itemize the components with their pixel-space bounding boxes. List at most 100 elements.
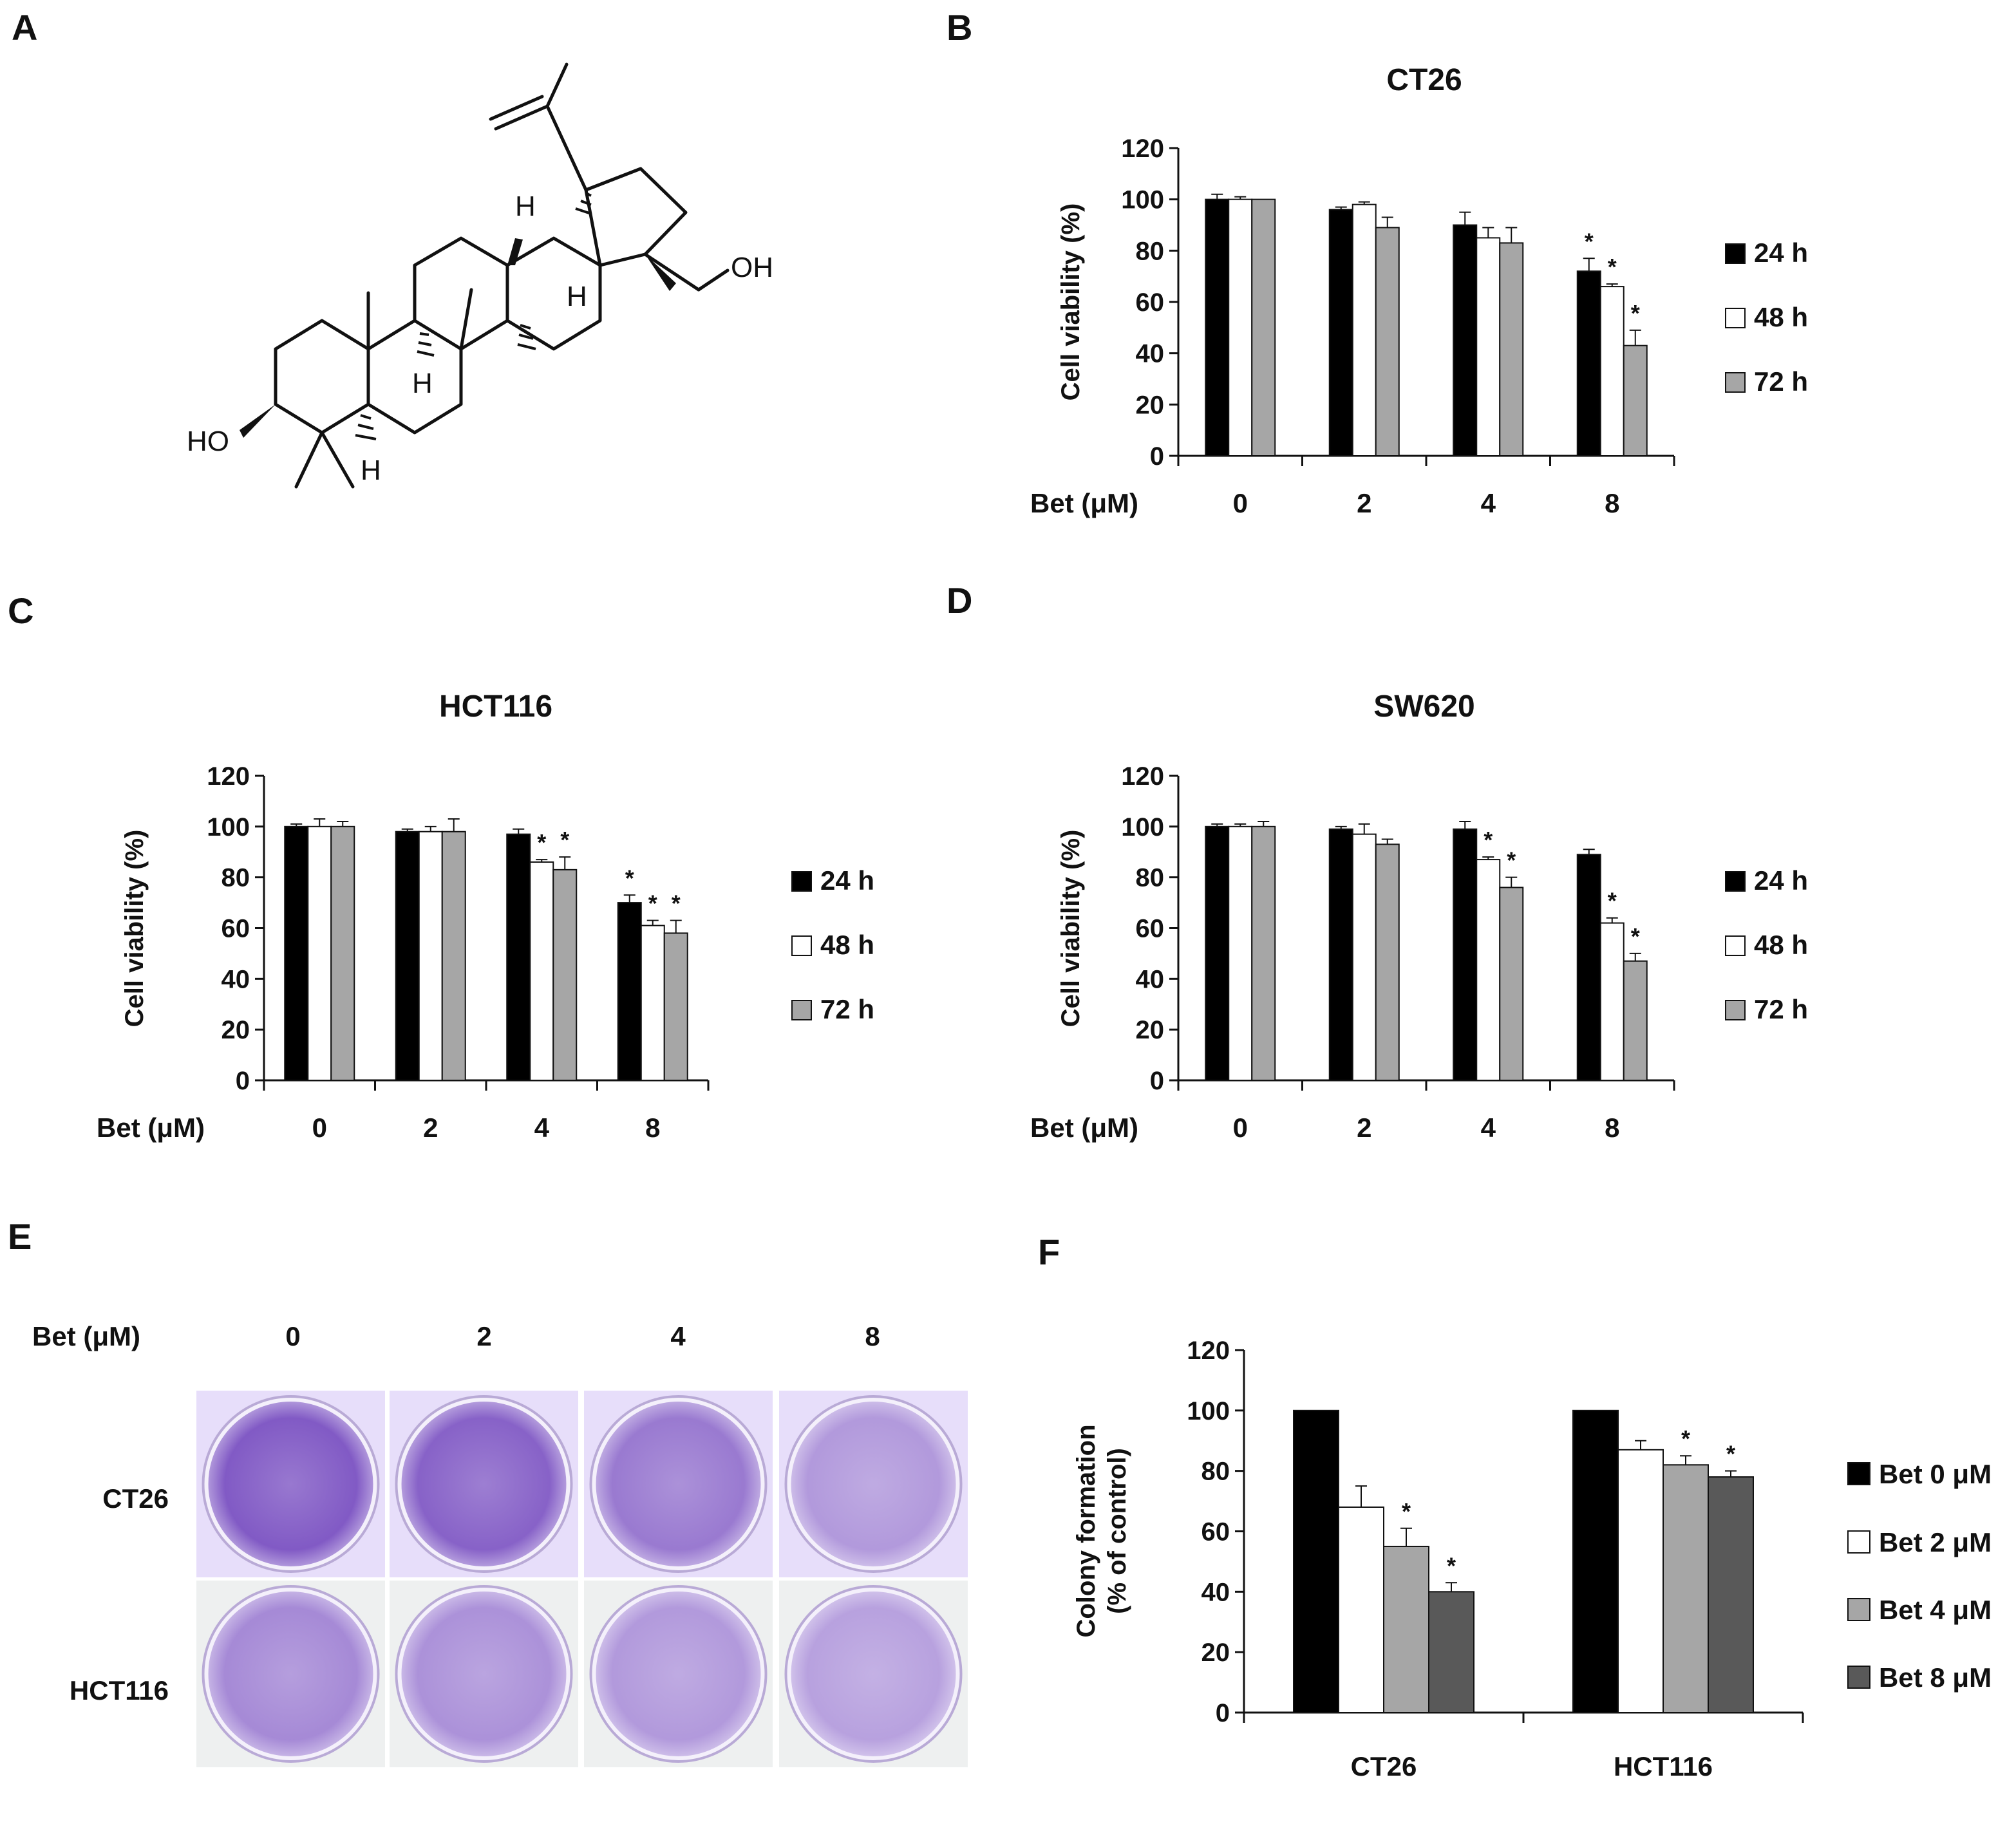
legend-swatch	[1725, 935, 1746, 956]
panel-letter-f: F	[1038, 1232, 1060, 1272]
y-axis-title: Cell viability (%)	[1057, 203, 1085, 401]
y-tick-label: 80	[1136, 864, 1165, 892]
bar	[1328, 209, 1353, 456]
legend-label: 72 h	[1754, 994, 1808, 1024]
legend-label: Bet 8 μM	[1879, 1662, 1992, 1693]
legend-swatch	[791, 1000, 812, 1020]
bar	[1453, 224, 1478, 456]
bar	[1375, 843, 1400, 1082]
y-tick-label: 60	[1201, 1518, 1230, 1546]
atom-label-h3: H	[412, 368, 433, 399]
chemical-structure-diagram	[274, 62, 730, 489]
plates-col-0: 0	[285, 1321, 300, 1351]
plates-header-label: Bet (μM)	[32, 1321, 140, 1351]
plates-col-8: 8	[865, 1321, 880, 1351]
bar	[1476, 859, 1501, 1081]
x-category-label: 4	[1481, 488, 1496, 518]
bar	[1293, 1409, 1339, 1713]
legend-swatch	[1725, 308, 1746, 328]
significance-marker: *	[1447, 1552, 1456, 1579]
y-tick-label: 0	[1150, 1067, 1164, 1095]
y-tick-label: 60	[221, 915, 250, 943]
legend-label: 24 h	[1754, 238, 1808, 268]
x-category-label: 0	[1233, 1113, 1248, 1143]
y-axis-title: Cell viability (%)	[120, 830, 149, 1028]
significance-marker: *	[1631, 300, 1640, 326]
stained-colonies	[401, 1592, 567, 1756]
y-tick-label: 40	[221, 965, 250, 993]
stained-colonies	[596, 1402, 761, 1566]
bar	[1375, 227, 1400, 456]
panel-letter-c: C	[8, 590, 33, 631]
y-tick-label: 100	[1121, 186, 1164, 214]
legend-label: 72 h	[1754, 366, 1808, 397]
bar	[418, 831, 443, 1081]
y-tick-label: 20	[221, 1016, 250, 1044]
significance-marker: *	[560, 827, 569, 853]
x-category-label: 0	[1233, 488, 1248, 518]
atom-label-ho: HO	[187, 426, 229, 457]
bar	[330, 825, 355, 1082]
legend-swatch	[1725, 372, 1746, 393]
y-tick-label: 120	[1121, 135, 1164, 163]
x-category-label: 2	[1357, 488, 1371, 518]
bar	[663, 932, 688, 1081]
bar	[640, 925, 665, 1082]
y-tick-label: 60	[1136, 288, 1165, 317]
y-tick-label: 100	[207, 813, 250, 841]
stained-colonies	[208, 1402, 373, 1566]
bar	[1599, 922, 1625, 1082]
y-tick-label: 40	[1136, 340, 1165, 368]
chart-title: HCT116	[439, 690, 552, 724]
x-axis-title: Bet (μM)	[1030, 1113, 1138, 1143]
legend-label: 48 h	[1754, 930, 1808, 960]
y-tick-label: 0	[236, 1067, 250, 1095]
stained-colonies	[791, 1592, 956, 1756]
panel-letter-a: A	[12, 7, 37, 48]
panel-letter-b: B	[947, 7, 972, 48]
plates-col-4: 4	[670, 1321, 686, 1351]
legend-swatch	[791, 871, 812, 892]
bar	[395, 831, 420, 1081]
bar	[1205, 825, 1230, 1082]
bar	[1453, 828, 1478, 1082]
significance-marker: *	[537, 829, 546, 856]
x-category-label: CT26	[1351, 1751, 1417, 1781]
legend-label: 24 h	[820, 865, 874, 896]
bar	[1599, 286, 1625, 456]
atom-label-h4: H	[361, 455, 381, 486]
y-tick-label: 120	[207, 762, 250, 791]
bar	[1572, 1409, 1619, 1713]
significance-marker: *	[1402, 1498, 1411, 1525]
bar	[529, 861, 554, 1082]
legend-label: 24 h	[1754, 865, 1808, 896]
y-tick-label: 0	[1216, 1699, 1230, 1727]
y-tick-label: 60	[1136, 915, 1165, 943]
legend-swatch	[1725, 871, 1746, 892]
legend-label: Bet 2 μM	[1879, 1527, 1992, 1557]
x-category-label: HCT116	[1614, 1751, 1713, 1781]
bar	[1251, 825, 1276, 1082]
x-axis-title: Bet (μM)	[97, 1113, 205, 1143]
significance-marker: *	[672, 890, 681, 917]
bar	[1328, 828, 1353, 1082]
bar	[617, 902, 642, 1082]
atom-label-h2: H	[567, 281, 587, 312]
significance-marker: *	[1507, 847, 1516, 874]
y-tick-label: 0	[1150, 442, 1164, 471]
bar	[1617, 1449, 1664, 1713]
bar	[1623, 960, 1648, 1082]
bar	[1352, 833, 1377, 1081]
plates-col-2: 2	[476, 1321, 491, 1351]
x-category-label: 2	[1357, 1113, 1371, 1143]
legend-swatch	[1847, 1530, 1870, 1554]
legend-swatch	[1725, 243, 1746, 264]
bar	[1499, 242, 1524, 456]
stained-colonies	[596, 1592, 761, 1756]
x-axis-title: Bet (μM)	[1030, 488, 1138, 518]
panel-letter-e: E	[8, 1216, 32, 1257]
bar	[1499, 887, 1524, 1082]
y-tick-label: 100	[1187, 1397, 1230, 1425]
legend-label: 48 h	[820, 930, 874, 960]
